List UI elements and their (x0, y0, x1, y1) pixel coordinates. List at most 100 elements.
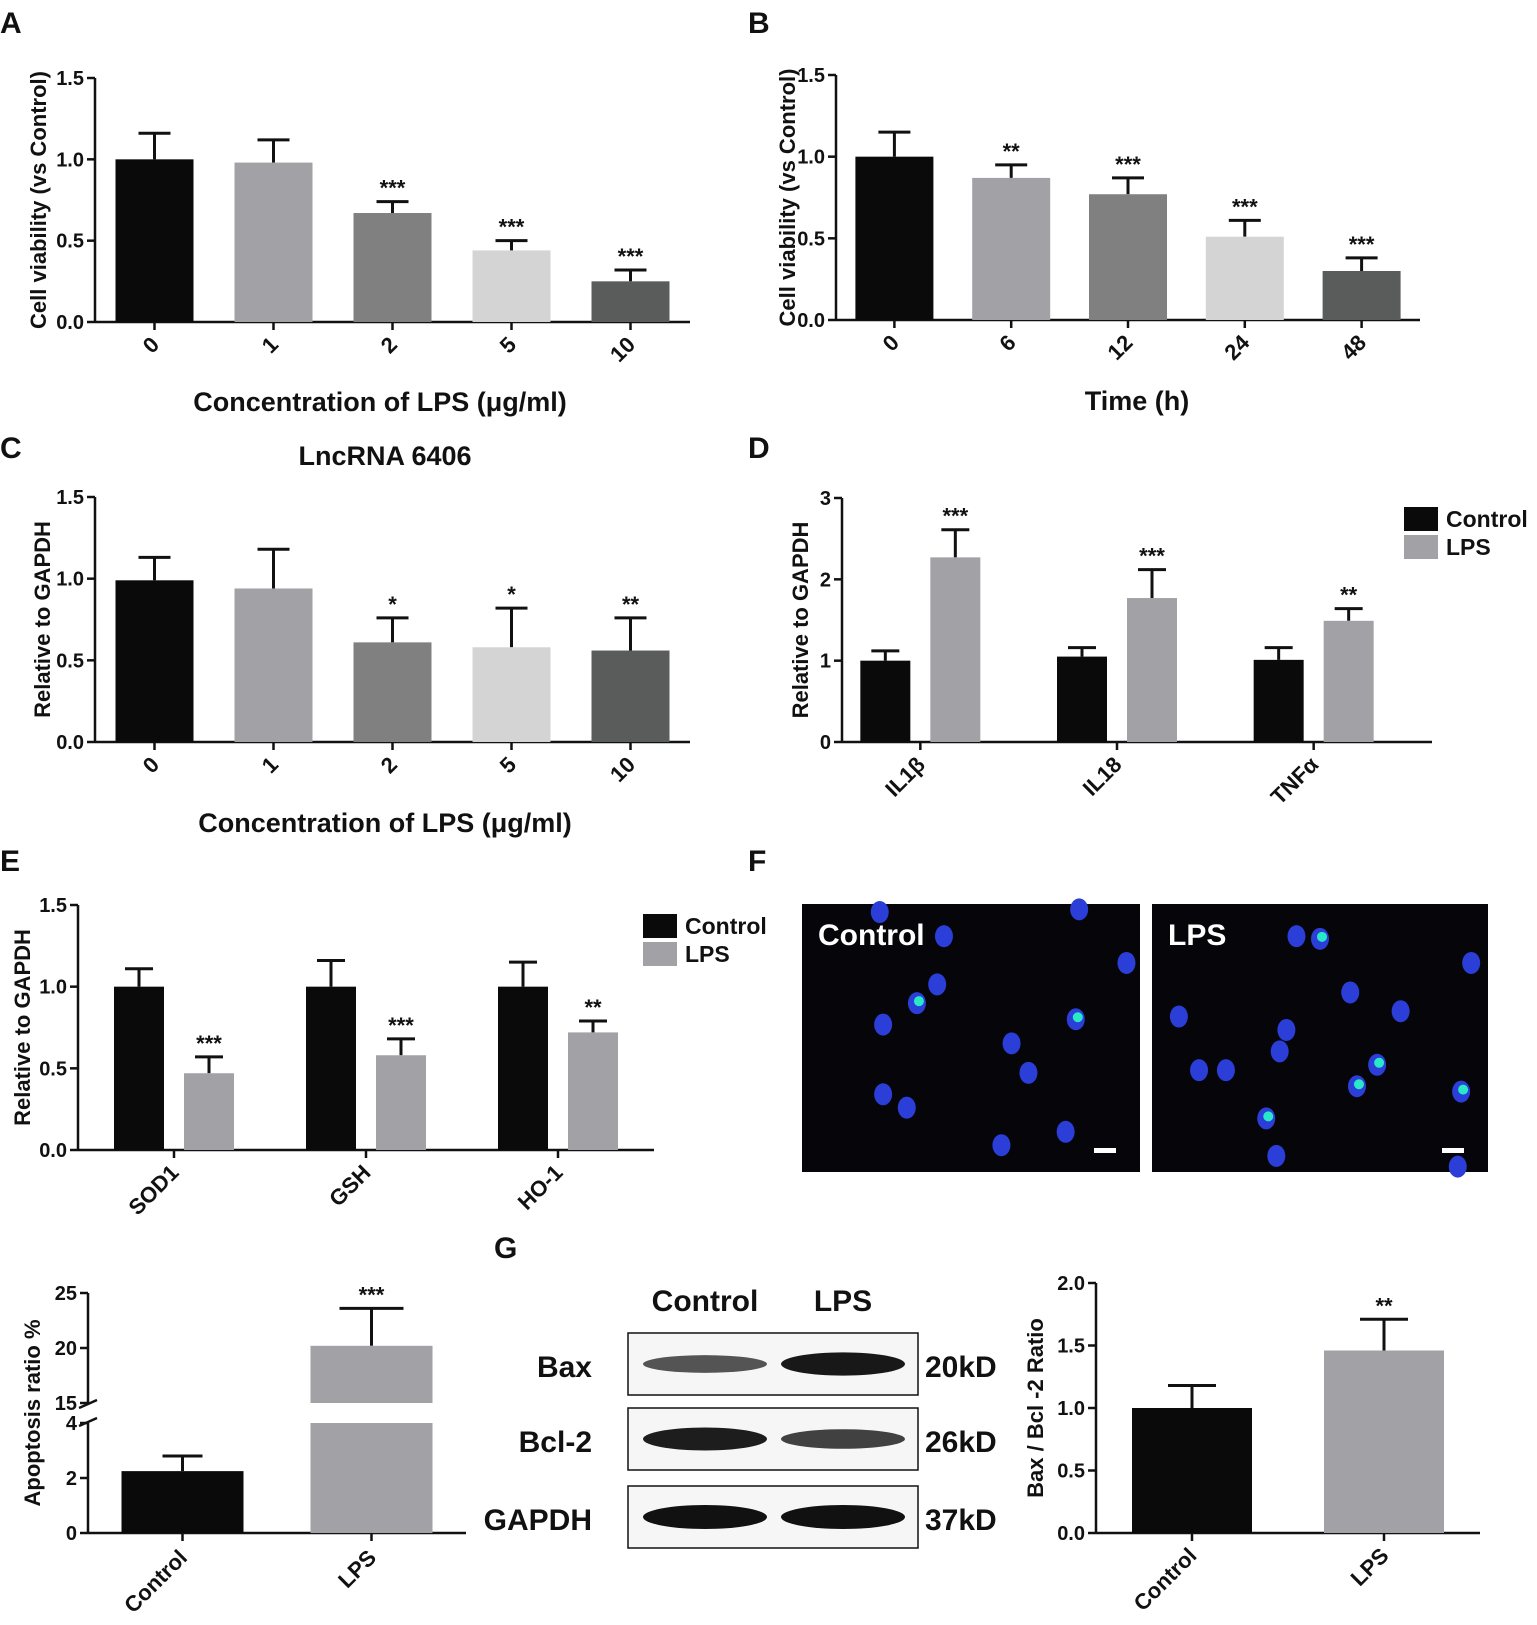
x-tick-label: 0 (138, 332, 164, 358)
significance-label: *** (380, 176, 406, 201)
x-tick-label: IL18 (1078, 752, 1127, 801)
legend-swatch (643, 914, 677, 938)
blot-row-label: GAPDH (484, 1504, 592, 1537)
bar (234, 588, 313, 742)
nucleus (1216, 1059, 1235, 1082)
bar (472, 250, 551, 322)
blot-band (643, 1505, 767, 1529)
scale-bar (1094, 1148, 1116, 1153)
y-tick-label: 1 (820, 651, 831, 673)
bar (114, 986, 164, 1150)
x-tick-label: 48 (1336, 330, 1371, 365)
microscopy-panel-control: Control (802, 898, 1140, 1172)
y-tick-label: 1.5 (1057, 1336, 1085, 1358)
y-axis-title: Cell viability (vs Control) (775, 69, 800, 327)
nucleus (992, 1134, 1011, 1157)
x-tick-label: LPS (1346, 1543, 1394, 1591)
y-tick-label: 2 (66, 1468, 77, 1490)
bar (1089, 194, 1167, 320)
legend-swatch (1404, 535, 1438, 559)
bar-lower-segment (310, 1423, 433, 1533)
bar (1127, 598, 1177, 742)
x-tick-label: 2 (376, 752, 402, 778)
significance-label: *** (499, 215, 525, 240)
significance-label: ** (622, 592, 640, 617)
nucleus (874, 1013, 893, 1036)
bar (591, 650, 670, 742)
microscopy-panel-lps: LPS (1152, 904, 1488, 1178)
panel-label-B: B (748, 7, 770, 40)
nucleus (934, 925, 953, 948)
y-tick-label: 1.5 (56, 487, 84, 509)
chart-title: LncRNA 6406 (298, 441, 471, 471)
nucleus (1190, 1059, 1209, 1082)
nucleus (1267, 1144, 1286, 1167)
y-tick-label: 0.0 (56, 312, 84, 334)
bar (121, 1471, 244, 1533)
panel-label-D: D (748, 432, 770, 465)
tunel-positive-spot (1072, 1012, 1083, 1023)
bar (115, 580, 194, 742)
nucleus (1169, 1005, 1188, 1028)
panel-label-F: F (748, 845, 766, 878)
y-tick-label: 0.0 (39, 1140, 67, 1162)
bar (855, 156, 934, 320)
panel-label-G: G (494, 1232, 517, 1265)
nucleus (1287, 925, 1306, 948)
tunel-positive-spot (1263, 1111, 1274, 1122)
bar (1057, 656, 1107, 742)
tunel-positive-spot (1353, 1079, 1364, 1090)
bar (353, 213, 432, 322)
y-tick-label: 1.5 (39, 895, 67, 917)
significance-label: ** (1340, 583, 1358, 608)
bar (376, 1055, 426, 1150)
y-axis-title: Relative to GAPDH (10, 929, 35, 1126)
significance-label: *** (196, 1031, 222, 1056)
y-axis-title: Cell viability (vs Control) (26, 71, 51, 329)
blot-column-label: Control (652, 1285, 759, 1318)
panel-label-E: E (0, 845, 20, 878)
scale-bar (1442, 1148, 1464, 1153)
y-tick-label: 20 (55, 1338, 77, 1360)
nucleus (928, 973, 947, 996)
nucleus (1070, 898, 1089, 921)
y-axis-title: Bax / Bcl -2 Ratio (1023, 1318, 1048, 1498)
x-tick-label: 2 (376, 332, 402, 358)
bar (353, 642, 432, 742)
micrograph-label: LPS (1168, 919, 1226, 952)
bar (184, 1073, 234, 1150)
y-tick-label: 1.0 (797, 147, 825, 169)
x-axis-title: Time (h) (1085, 386, 1190, 416)
bar (930, 557, 981, 742)
x-tick-label: IL1β (880, 752, 930, 802)
y-tick-label: 0.0 (797, 310, 825, 332)
nucleus (874, 1083, 893, 1106)
blot-row-label: Bcl-2 (519, 1426, 592, 1459)
significance-label: ** (584, 995, 602, 1020)
bar (972, 177, 1051, 320)
y-tick-label: 0.0 (1057, 1523, 1085, 1545)
chart-D: 0 1 2 3 Relative to GAPDH *** IL1β *** IL18 ** TNF… (788, 488, 1528, 809)
blot-band (781, 1352, 905, 1376)
y-tick-label: 2 (820, 569, 831, 591)
significance-label: *** (1115, 152, 1141, 177)
significance-label: *** (1349, 232, 1375, 257)
x-axis-title: Concentration of LPS (μg/ml) (198, 808, 572, 838)
significance-label: *** (942, 504, 968, 529)
x-tick-label: HO-1 (513, 1160, 568, 1215)
y-tick-label: 3 (820, 488, 831, 510)
y-tick-label: 1.5 (797, 65, 825, 87)
x-tick-label: 24 (1219, 329, 1255, 365)
nucleus (1002, 1032, 1021, 1055)
panel-label-C: C (0, 432, 22, 465)
nucleus (1341, 981, 1360, 1004)
nucleus (1056, 1120, 1075, 1143)
y-tick-label: 1.0 (56, 569, 84, 591)
bar (1323, 620, 1374, 742)
x-tick-label: TNFα (1266, 752, 1324, 810)
y-tick-label: 0.5 (56, 231, 84, 253)
x-tick-label: 5 (495, 752, 521, 778)
